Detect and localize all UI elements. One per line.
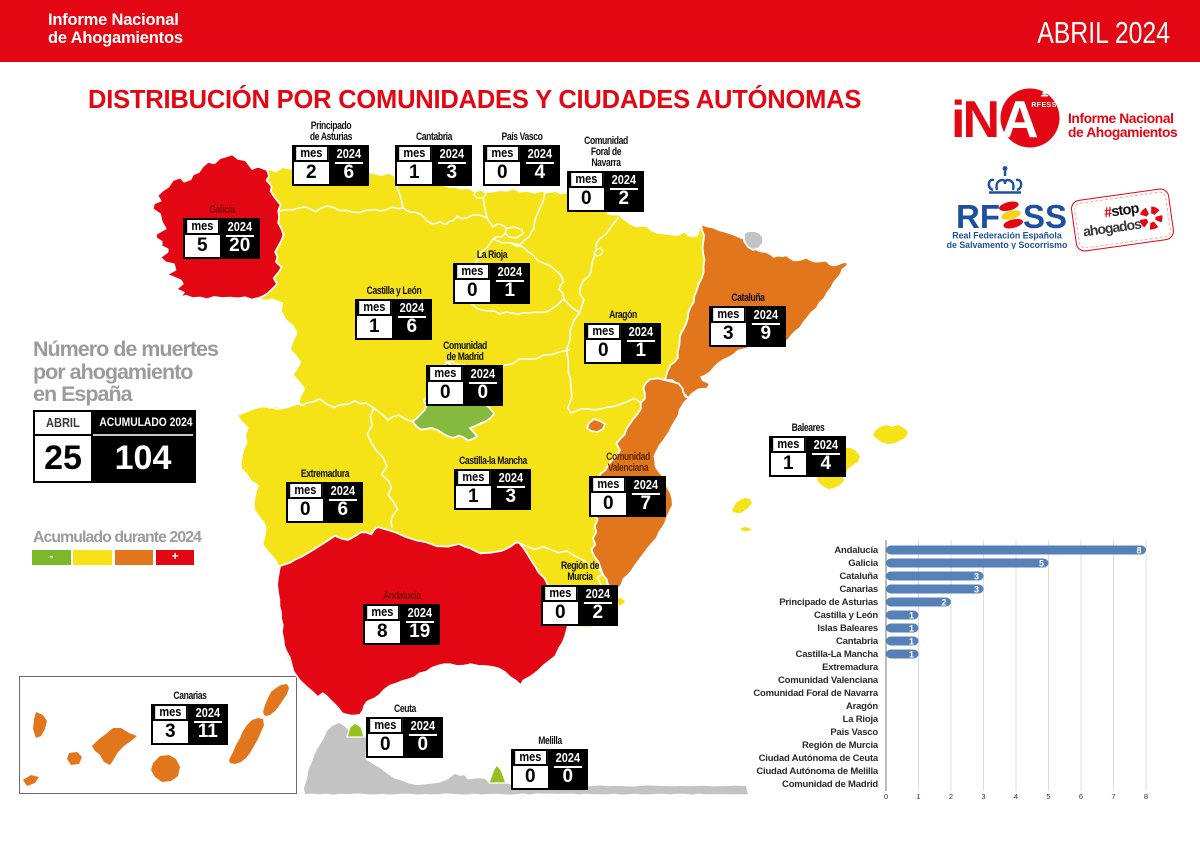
svg-text:Cantabria: Cantabria — [836, 636, 879, 647]
svg-text:1: 1 — [916, 792, 920, 801]
svg-text:4: 4 — [1014, 792, 1018, 801]
svg-text:5: 5 — [1039, 558, 1044, 568]
svg-text:Cataluña: Cataluña — [839, 571, 878, 582]
svg-text:1: 1 — [909, 636, 914, 646]
svg-text:2: 2 — [941, 597, 946, 607]
svg-text:1: 1 — [909, 610, 914, 620]
svg-text:Ciudad Autónoma de Ceuta: Ciudad Autónoma de Ceuta — [759, 753, 879, 764]
svg-text:A: A — [1001, 91, 1039, 149]
svg-text:SS: SS — [1023, 198, 1067, 235]
svg-text:0: 0 — [884, 792, 888, 801]
svg-text:La Rioja: La Rioja — [843, 714, 879, 725]
svg-text:Castilla y León: Castilla y León — [814, 610, 878, 621]
svg-text:3: 3 — [974, 571, 979, 581]
svg-text:Andalucía: Andalucía — [834, 545, 879, 556]
svg-text:6: 6 — [1079, 792, 1083, 801]
svg-text:Informe Nacional: Informe Nacional — [1068, 111, 1174, 126]
svg-text:Aragón: Aragón — [846, 701, 878, 712]
svg-text:Región de Murcia: Región de Murcia — [802, 740, 879, 751]
svg-text:Castilla-La Mancha: Castilla-La Mancha — [796, 649, 879, 660]
svg-text:1: 1 — [909, 649, 914, 659]
svg-text:2: 2 — [949, 792, 953, 801]
svg-text:Comunidad de Madrid: Comunidad de Madrid — [782, 779, 878, 790]
svg-text:Islas Baleares: Islas Baleares — [817, 623, 878, 634]
svg-text:RF: RF — [956, 198, 1000, 235]
svg-text:Galicia: Galicia — [848, 558, 879, 569]
svg-text:RFESS: RFESS — [1031, 102, 1056, 109]
svg-text:Pais Vasco: Pais Vasco — [830, 727, 878, 738]
svg-text:5: 5 — [1046, 792, 1050, 801]
svg-text:Canarias: Canarias — [839, 584, 878, 595]
svg-text:1: 1 — [909, 623, 914, 633]
svg-text:Ciudad Autónoma de Melilla: Ciudad Autónoma de Melilla — [756, 766, 879, 777]
svg-text:Real Federación Española: Real Federación Española — [952, 231, 1062, 241]
svg-text:de Salvamento y Socorrismo: de Salvamento y Socorrismo — [947, 240, 1068, 249]
svg-text:iN: iN — [951, 91, 997, 149]
svg-text:de Ahogamientos: de Ahogamientos — [1068, 125, 1178, 140]
svg-text:8: 8 — [1136, 545, 1141, 555]
svg-text:Principado de Asturias: Principado de Asturias — [779, 597, 878, 608]
svg-text:7: 7 — [1111, 792, 1115, 801]
svg-text:Comunidad Valenciana: Comunidad Valenciana — [778, 675, 879, 686]
svg-text:Extremadura: Extremadura — [822, 662, 879, 673]
svg-text:3: 3 — [974, 584, 979, 594]
svg-text:Comunidad Foral de Navarra: Comunidad Foral de Navarra — [753, 688, 879, 699]
svg-text:3: 3 — [981, 792, 985, 801]
svg-text:8: 8 — [1144, 792, 1148, 801]
